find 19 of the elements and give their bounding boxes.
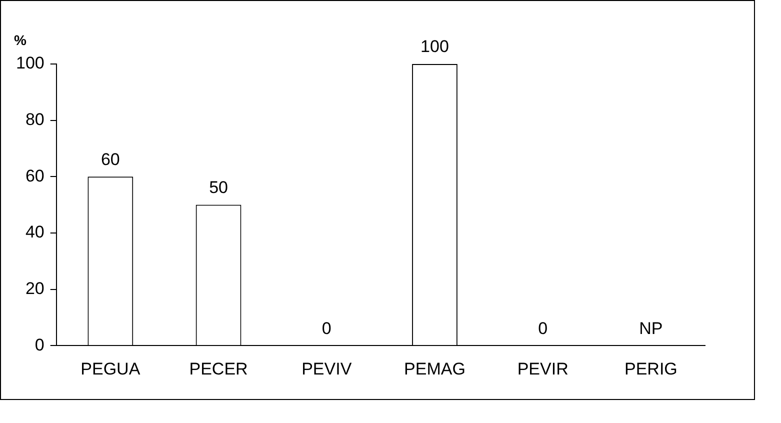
x-tick-label: PEMAG xyxy=(404,359,466,378)
y-tick-label: 100 xyxy=(16,54,44,73)
x-tick-label: PEVIR xyxy=(517,359,568,378)
data-label: 100 xyxy=(420,37,449,56)
text: NP xyxy=(639,318,663,338)
data-label: 60 xyxy=(100,150,120,169)
y-axis-title: % xyxy=(14,32,27,48)
x-tick-label: PECER xyxy=(189,359,248,378)
y-tick-label: 40 xyxy=(25,222,44,242)
x-tick-label: PEGUA xyxy=(80,359,141,378)
y-tick-label: 0 xyxy=(34,335,44,354)
data-label: 50 xyxy=(209,178,228,197)
x-tick-label: PERIG xyxy=(624,359,678,378)
y-tick-label: 80 xyxy=(25,110,44,130)
data-label: 0 xyxy=(538,318,548,338)
y-tick-label: 20 xyxy=(25,278,44,298)
x-tick-label: PEVIV xyxy=(302,359,352,378)
y-tick-label: 60 xyxy=(25,166,44,186)
data-label: 0 xyxy=(322,318,332,338)
